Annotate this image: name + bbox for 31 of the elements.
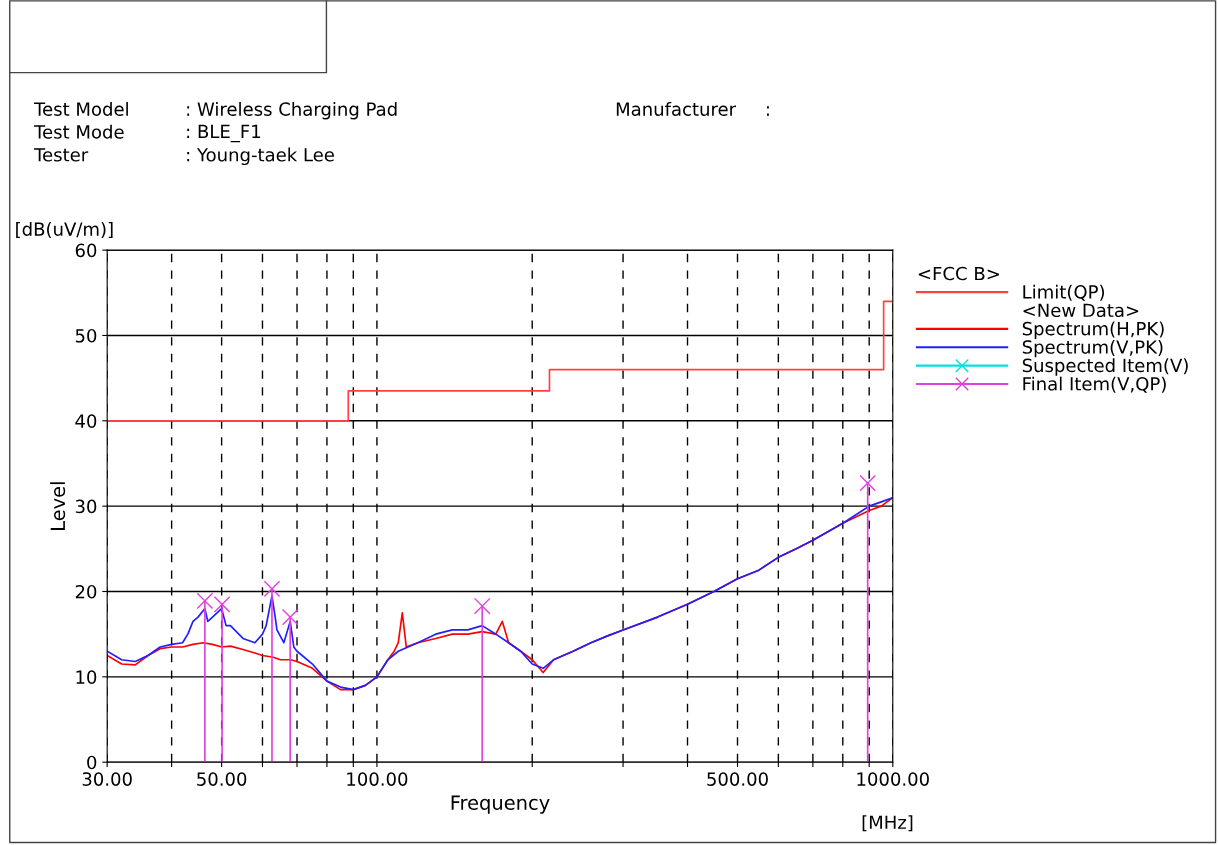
text: Test Mode	[34, 124, 124, 139]
text: : BLE_F1	[187, 124, 261, 143]
legend-label: Spectrum(H,PK)	[1022, 321, 1164, 339]
legend-label: Suspected Item(V)	[1022, 358, 1188, 376]
y-tick-label: 20	[75, 584, 97, 599]
x-tick-label: 100.00	[347, 772, 408, 786]
text: :	[767, 106, 769, 116]
text: Tester	[34, 148, 89, 162]
text: <New Data>	[1023, 303, 1139, 318]
legend-label: Limit(QP)	[1023, 284, 1105, 301]
y-axis-title: Level	[50, 482, 66, 530]
legend-label: Spectrum(V,PK)	[1022, 339, 1163, 358]
y-tick-label: 40	[75, 414, 97, 428]
text: Manufacturer	[616, 101, 737, 116]
y-tick-label: 0	[87, 755, 97, 770]
x-tick-label: 1000.00	[857, 772, 929, 786]
y-tick-label: 60	[75, 243, 97, 258]
text: [dB(uV/m)]	[16, 221, 113, 239]
x-axis-title: Frequency	[451, 795, 550, 814]
x-tick-label: 500.00	[707, 772, 768, 786]
text: : Young-taek Lee	[187, 147, 334, 166]
x-tick-label: 50.00	[197, 772, 247, 786]
y-tick-label: 50	[75, 328, 97, 343]
legend-label: Final Item(V,QP)	[1023, 376, 1166, 393]
y-tick-label: 10	[76, 670, 97, 684]
y-tick-label: 30	[75, 499, 97, 514]
text: [MHz]	[862, 815, 913, 832]
text: Test Model	[34, 101, 128, 116]
text: : Wireless Charging Pad	[187, 101, 397, 120]
x-tick-label: 30.00	[82, 772, 132, 786]
legend-title: <FCC B>	[918, 266, 999, 281]
